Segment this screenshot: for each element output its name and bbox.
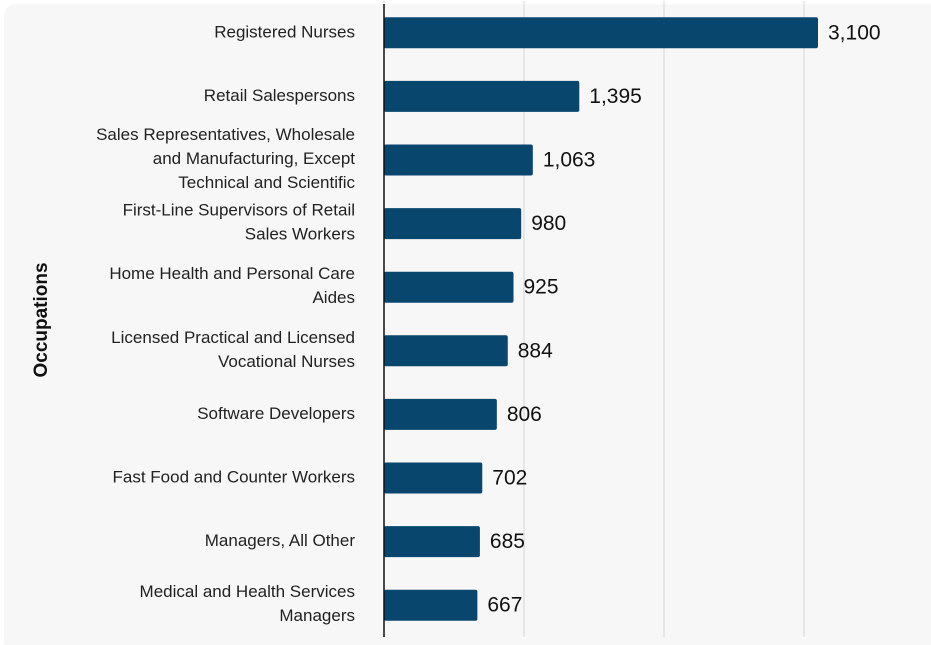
bar — [384, 526, 480, 558]
y-axis-title: Occupations — [31, 262, 52, 377]
value-label: 980 — [531, 212, 566, 235]
bar — [384, 398, 497, 430]
bar — [384, 80, 580, 112]
card-background — [4, 4, 931, 645]
y-tick-label: Home Health and Personal Care Aides — [109, 265, 355, 308]
value-label: 1,063 — [543, 149, 596, 172]
y-tick-label: Retail Salespersons — [204, 86, 355, 105]
y-tick-label: Medical and Health Services Managers — [140, 583, 355, 626]
y-tick-label: Sales Representatives, Wholesale and Manu… — [96, 125, 355, 192]
y-tick-label: Software Developers — [197, 404, 355, 423]
y-tick-label: First-Line Supervisors of Retail Sales Wo… — [123, 201, 355, 244]
value-label: 685 — [490, 530, 525, 553]
value-label: 925 — [524, 276, 559, 299]
y-tick-label: Managers, All Other — [205, 531, 356, 550]
y-tick-label: Licensed Practical and Licensed Vocationa… — [111, 328, 355, 371]
value-label: 702 — [492, 467, 527, 490]
value-label: 884 — [518, 339, 553, 362]
bar — [384, 208, 522, 240]
value-label: 806 — [507, 403, 542, 426]
value-label: 1,395 — [589, 85, 642, 108]
value-label: 667 — [487, 594, 522, 617]
bar — [384, 271, 514, 303]
bar — [384, 144, 533, 176]
bar — [384, 462, 483, 494]
y-tick-label: Registered Nurses — [214, 22, 355, 41]
bar — [384, 17, 818, 49]
value-label: 3,100 — [828, 21, 881, 44]
bar — [384, 589, 478, 621]
bar — [384, 335, 508, 367]
y-tick-label: Fast Food and Counter Workers — [112, 467, 355, 486]
